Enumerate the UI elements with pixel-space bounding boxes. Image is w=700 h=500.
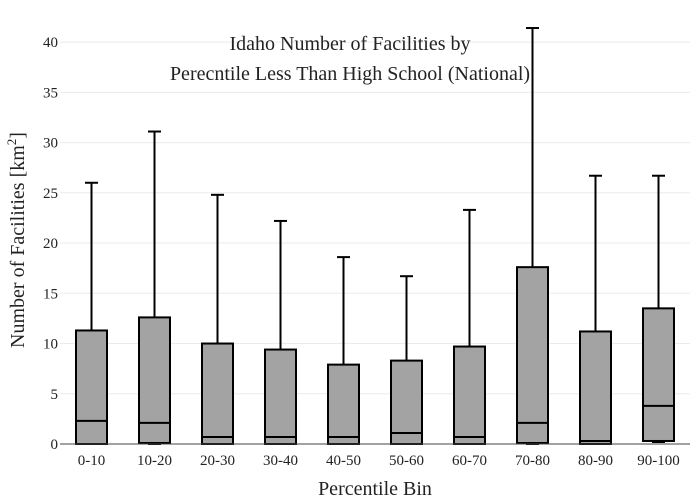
box-80-90: [579, 174, 612, 446]
box-60-70: [453, 208, 486, 445]
y-axis-ticks: 0 5 10 15 20 25 30 35 40: [43, 35, 58, 453]
iqr-box: [579, 330, 612, 446]
box-0-10: [75, 181, 108, 446]
y-axis-title-end: ]: [7, 132, 29, 139]
y-tick-label: 25: [43, 186, 58, 202]
x-tick-label: 20-30: [200, 453, 235, 469]
iqr-box: [453, 345, 486, 445]
iqr-box: [264, 348, 297, 445]
iqr-box: [201, 342, 234, 445]
y-tick-label: 5: [51, 387, 59, 403]
y-axis-title-main: Number of Facilities [km: [7, 145, 29, 348]
x-tick-label: 90-100: [637, 453, 680, 469]
y-tick-label: 40: [43, 35, 58, 51]
x-axis-title: Percentile Bin: [318, 478, 432, 500]
x-tick-label: 10-20: [137, 453, 172, 469]
box-70-80: [516, 27, 549, 445]
y-tick-label: 35: [43, 85, 58, 101]
iqr-box: [75, 329, 108, 446]
y-axis-title: Number of Facilities [km2]: [4, 132, 29, 348]
x-tick-label: 40-50: [326, 453, 361, 469]
x-tick-label: 50-60: [389, 453, 424, 469]
box-20-30: [201, 193, 234, 445]
y-tick-label: 20: [43, 236, 58, 252]
iqr-box: [516, 266, 549, 444]
x-tick-label: 30-40: [263, 453, 298, 469]
y-axis-title-superscript: 2: [4, 139, 19, 146]
iqr-box: [390, 359, 423, 446]
box-10-20: [138, 130, 171, 445]
chart-title-line-2: Perecntile Less Than High School (Nation…: [170, 63, 530, 85]
boxes: [75, 27, 675, 446]
box-50-60: [390, 275, 423, 446]
y-tick-label: 30: [43, 136, 58, 152]
box-40-50: [327, 256, 360, 445]
x-tick-label: 70-80: [515, 453, 550, 469]
x-tick-label: 80-90: [578, 453, 613, 469]
y-tick-label: 15: [43, 286, 58, 302]
iqr-box: [642, 307, 675, 442]
box-90-100: [642, 174, 675, 443]
x-axis-ticks: 0-10 10-20 20-30 30-40 40-50 50-60 60-70 70-80 8…: [78, 453, 680, 469]
chart-title-line-1: Idaho Number of Facilities by: [229, 33, 470, 55]
iqr-box: [327, 363, 360, 445]
x-tick-label: 60-70: [452, 453, 487, 469]
y-tick-label: 10: [43, 337, 58, 353]
y-tick-label: 0: [51, 437, 59, 453]
iqr-box: [138, 316, 171, 444]
box-30-40: [264, 219, 297, 445]
x-tick-label: 0-10: [78, 453, 106, 469]
